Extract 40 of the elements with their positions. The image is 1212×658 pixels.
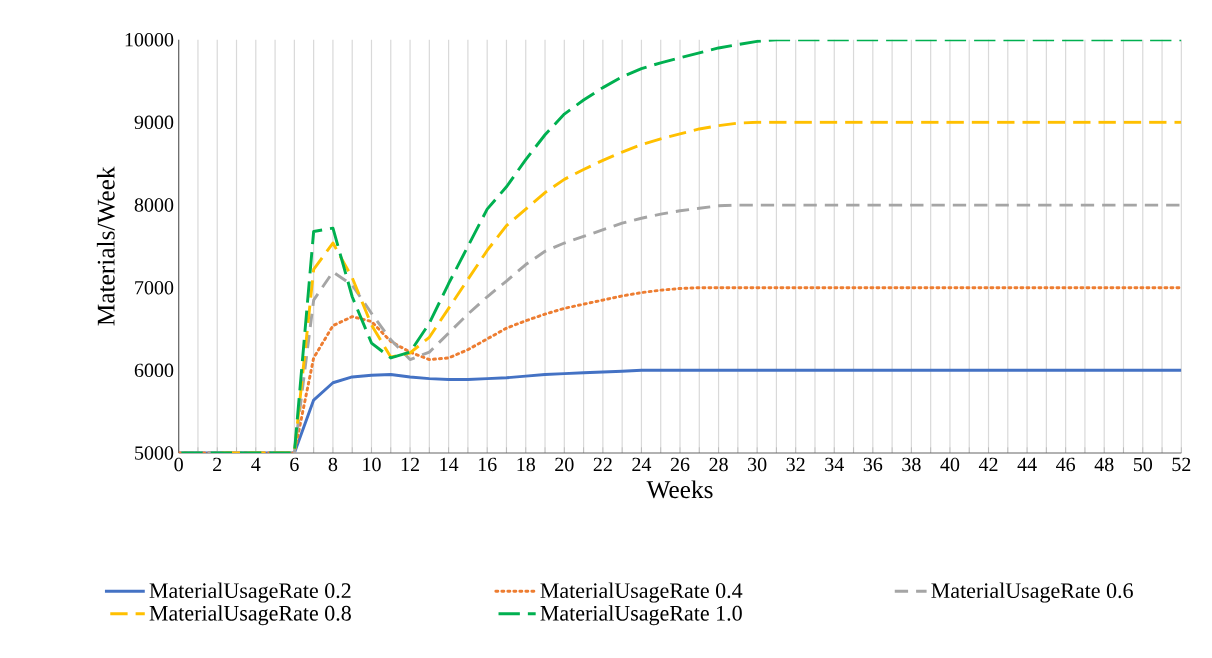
x-tick-label: 34 [825, 457, 844, 472]
x-tick-label: 50 [1133, 457, 1153, 472]
x-tick-label: 12 [401, 457, 419, 471]
x-tick-label: 4 [251, 457, 261, 471]
x-tick-label: 2 [213, 457, 222, 471]
y-tick-label: 6000 [134, 363, 174, 378]
legend-label: MaterialUsageRate 0.2 [149, 582, 351, 603]
legend-label: MaterialUsageRate 1.0 [540, 605, 742, 626]
x-tick-label: 42 [978, 457, 998, 471]
y-tick-label: 5000 [135, 446, 174, 460]
x-tick-label: 16 [478, 457, 497, 472]
x-tick-label: 14 [440, 457, 459, 471]
x-tick-label: 40 [940, 457, 960, 472]
x-tick-label: 28 [709, 457, 728, 472]
x-tick-label: 8 [328, 457, 338, 472]
x-tick-label: 36 [863, 457, 883, 472]
x-tick-label: 20 [555, 457, 574, 472]
legend-label: MaterialUsageRate 0.4 [540, 582, 743, 603]
y-tick-label: 8000 [134, 198, 174, 212]
x-tick-label: 46 [1056, 457, 1076, 472]
x-tick-label: 30 [748, 457, 767, 472]
y-tick-label: 10000 [125, 32, 174, 47]
x-tick-label: 10 [363, 457, 381, 472]
x-tick-label: 32 [786, 457, 805, 472]
x-tick-label: 18 [517, 457, 535, 472]
legend-label: MaterialUsageRate 0.6 [931, 582, 1133, 603]
x-tick-label: 0 [174, 457, 183, 472]
x-tick-label: 26 [670, 457, 690, 472]
legend-label: MaterialUsageRate 0.8 [149, 605, 351, 626]
x-tick-label: 22 [593, 457, 612, 471]
x-tick-label: 48 [1094, 457, 1114, 472]
x-tick-label: 38 [902, 457, 921, 472]
x-tick-label: 44 [1017, 457, 1037, 471]
x-axis-title: Weeks [646, 480, 713, 499]
x-tick-label: 52 [1172, 457, 1191, 472]
x-tick-label: 24 [632, 457, 652, 471]
y-tick-label: 7000 [135, 280, 174, 295]
y-tick-label: 9000 [134, 115, 174, 130]
x-tick-label: 6 [290, 457, 299, 472]
y-axis-title: Materials/Week [96, 166, 115, 326]
